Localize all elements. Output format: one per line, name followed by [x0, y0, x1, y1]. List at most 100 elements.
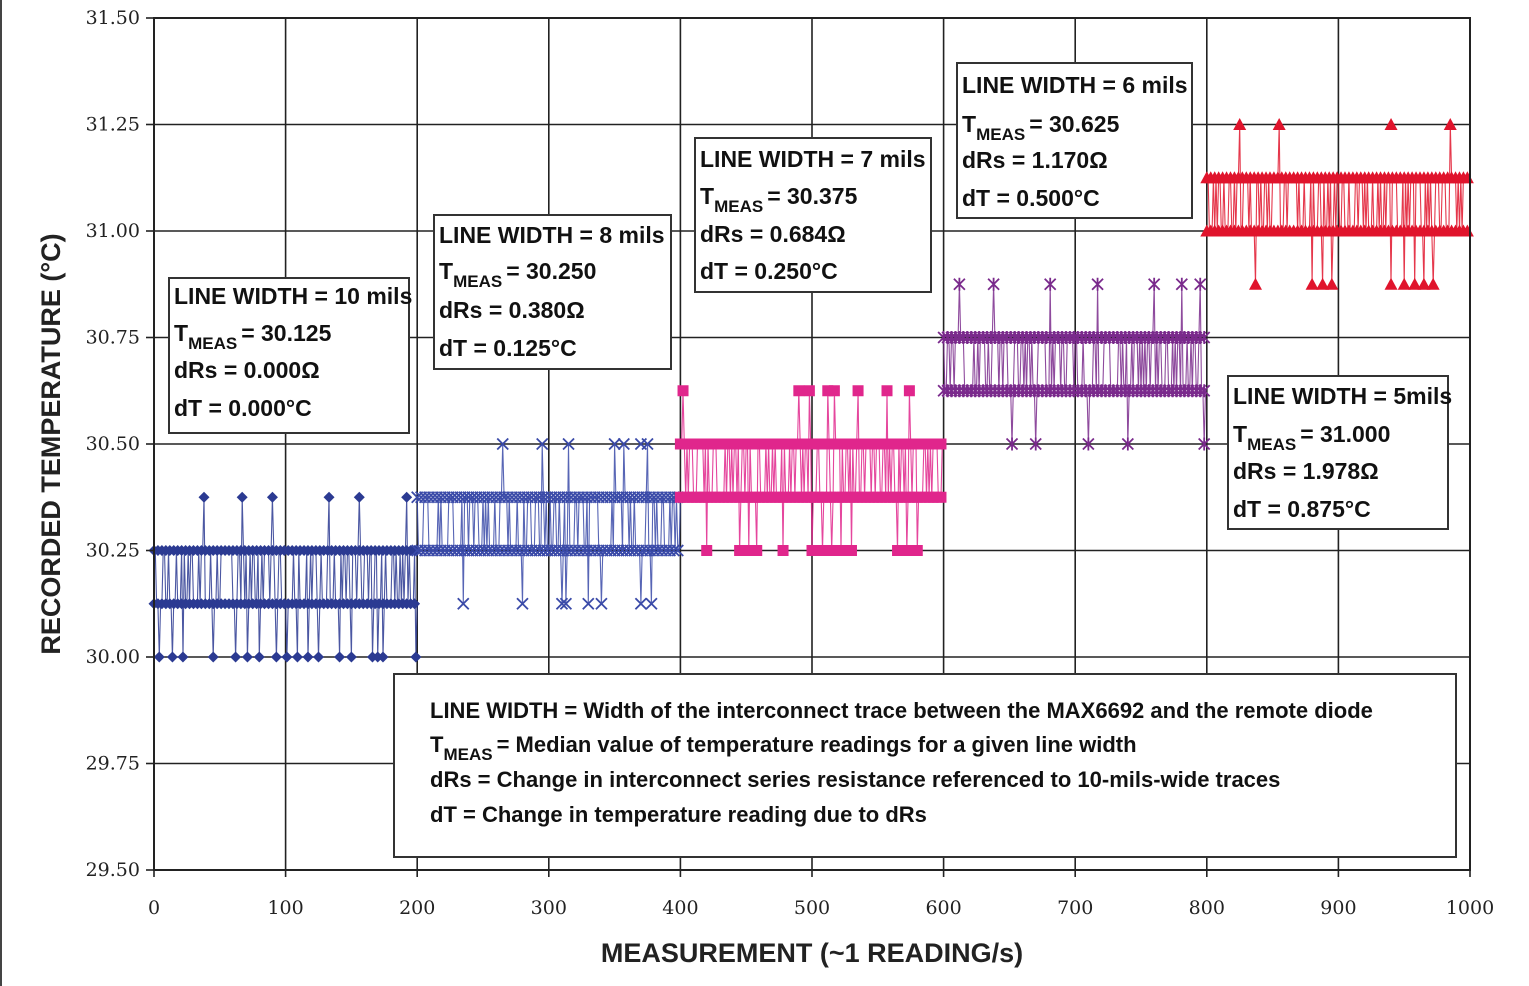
annotation-drs: dRs = 0.684Ω — [700, 221, 846, 247]
series-line — [416, 443, 681, 604]
data-point — [281, 651, 293, 663]
legend-line-width: LINE WIDTH = Width of the interconnect t… — [430, 698, 1373, 723]
data-point — [701, 545, 713, 556]
data-point — [667, 544, 680, 557]
series-4 — [1200, 118, 1474, 290]
x-tick-label: 700 — [1057, 897, 1093, 919]
tmeas-value: = 30.625 — [1029, 111, 1119, 137]
tmeas-symbol: T — [700, 183, 714, 209]
y-tick-label: 29.75 — [86, 753, 140, 775]
tmeas-value: = 30.125 — [241, 320, 331, 346]
data-point — [266, 491, 278, 503]
tmeas-symbol: T — [430, 732, 444, 757]
series-line — [943, 284, 1207, 445]
data-point — [1005, 437, 1019, 451]
data-point — [345, 651, 357, 663]
data-point — [334, 651, 346, 663]
y-tick-label: 29.50 — [86, 859, 140, 881]
data-point — [617, 437, 630, 451]
y-tick-label: 31.00 — [86, 220, 140, 242]
data-point — [1397, 277, 1411, 290]
y-tick-label: 30.75 — [86, 327, 140, 349]
data-point — [1325, 277, 1339, 290]
data-point — [177, 651, 189, 663]
data-point — [645, 597, 658, 610]
data-point — [410, 651, 422, 663]
data-point — [401, 491, 413, 503]
annotation-box-10mils: LINE WIDTH = 10 mils TMEAS = 30.125 dRs =… — [168, 277, 412, 434]
x-tick-label: 600 — [925, 897, 961, 919]
y-axis-title: RECORDED TEMPERATURE (°C) — [36, 233, 66, 654]
y-tick-label: 30.25 — [86, 540, 140, 562]
data-point — [777, 545, 789, 556]
series-layer — [148, 118, 1474, 663]
data-point — [751, 545, 763, 556]
data-point — [935, 491, 947, 503]
x-tick-label: 800 — [1189, 897, 1225, 919]
x-tick-label: 500 — [794, 897, 830, 919]
x-tick-label: 900 — [1320, 897, 1356, 919]
annotation-title: LINE WIDTH = 7 mils — [700, 146, 926, 172]
y-tick-label: 31.50 — [86, 7, 140, 29]
tmeas-symbol: T — [1233, 421, 1247, 447]
series-1 — [411, 437, 684, 610]
annotation-title: LINE WIDTH = 10 mils — [174, 283, 412, 309]
legend-drs: dRs = Change in interconnect series resi… — [430, 767, 1280, 792]
tmeas-symbol: T — [439, 258, 453, 284]
data-point — [822, 385, 834, 397]
data-point — [1443, 118, 1457, 130]
tmeas-value: = 30.375 — [767, 183, 857, 209]
legend-tmeas-text: = Median value of temperature readings f… — [497, 732, 1137, 757]
data-point — [1384, 277, 1398, 290]
annotation-tmeas: TMEAS = 30.125 — [174, 320, 332, 353]
annotation-drs: dRs = 1.978Ω — [1233, 458, 1379, 484]
data-point — [1305, 277, 1319, 290]
tmeas-subscript: MEAS — [1247, 435, 1296, 454]
annotation-drs: dRs = 1.170Ω — [962, 147, 1108, 173]
data-point — [803, 385, 815, 397]
legend-dt: dT = Change in temperature reading due t… — [430, 802, 927, 827]
data-point — [353, 491, 365, 503]
annotation-dt: dT = 0.125°C — [439, 335, 577, 361]
data-point — [198, 491, 210, 503]
data-point — [828, 385, 840, 397]
data-point — [1175, 277, 1188, 291]
data-point — [1198, 437, 1211, 451]
data-point — [377, 651, 389, 663]
data-point — [852, 385, 864, 397]
x-tick-label: 400 — [662, 897, 698, 919]
data-point — [1272, 118, 1286, 130]
data-point — [1121, 437, 1134, 451]
data-point — [1316, 277, 1330, 290]
data-point — [1148, 277, 1161, 291]
data-point — [559, 597, 573, 610]
data-point — [1248, 277, 1262, 290]
annotation-tmeas: TMEAS = 30.625 — [962, 111, 1120, 144]
data-point — [313, 651, 324, 663]
annotation-box-8mils: LINE WIDTH = 8 mils TMEAS = 30.250 dRs = … — [433, 214, 672, 370]
data-point — [881, 385, 893, 397]
data-point — [270, 651, 282, 663]
data-point — [409, 598, 421, 610]
data-point — [826, 545, 838, 556]
data-point — [634, 597, 648, 610]
data-point — [1384, 118, 1398, 130]
data-point — [734, 545, 746, 556]
data-point — [817, 545, 829, 556]
data-point — [1198, 384, 1211, 398]
data-point — [903, 385, 915, 397]
data-point — [562, 437, 575, 451]
data-point — [236, 491, 248, 503]
tmeas-symbol: T — [174, 320, 188, 346]
annotation-box-6mils: LINE WIDTH = 6 mils TMEAS = 30.625 dRs = … — [956, 62, 1193, 219]
tmeas-subscript: MEAS — [188, 334, 237, 353]
data-point — [1082, 437, 1095, 451]
data-point — [1417, 277, 1431, 290]
annotation-box-7mils: LINE WIDTH = 7 mils TMEAS = 30.375 dRs = … — [694, 137, 932, 293]
annotation-dt: dT = 0.250°C — [700, 258, 838, 284]
tmeas-symbol: T — [962, 111, 976, 137]
data-point — [1408, 277, 1422, 290]
x-tick-label: 0 — [148, 897, 160, 919]
data-point — [291, 651, 303, 663]
